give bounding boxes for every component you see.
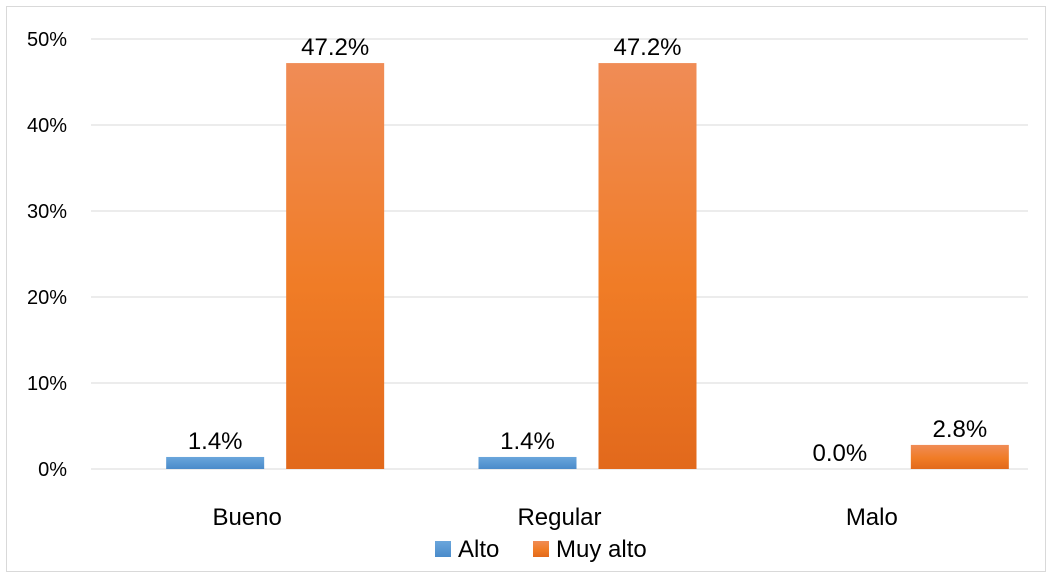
data-label: 47.2% — [613, 34, 681, 61]
x-tick-label: Regular — [517, 504, 601, 531]
x-tick-label: Bueno — [212, 504, 281, 531]
y-tick-label: 50% — [27, 29, 67, 51]
x-axis-tick-labels: Bueno Regular Malo — [212, 504, 897, 531]
data-label: 1.4% — [500, 428, 555, 455]
y-axis-tick-labels: 0% 10% 20% 30% 40% 50% — [27, 29, 67, 481]
bar-muy-alto-malo — [910, 444, 1009, 469]
chart-frame — [6, 6, 1046, 572]
legend-swatch-muy-alto — [533, 541, 549, 557]
y-tick-label: 0% — [38, 459, 67, 481]
bar-alto-bueno — [166, 456, 265, 469]
legend-label-muy-alto: Muy alto — [556, 536, 647, 563]
y-tick-label: 10% — [27, 373, 67, 395]
data-label: 1.4% — [188, 428, 243, 455]
data-labels: 1.4% 47.2% 1.4% 47.2% 0.0% 2.8% — [188, 34, 987, 467]
data-label: 2.8% — [932, 416, 987, 443]
y-tick-label: 30% — [27, 201, 67, 223]
legend-label-alto: Alto — [458, 536, 499, 563]
x-tick-label: Malo — [846, 504, 898, 531]
bar-alto-regular — [478, 456, 577, 469]
bar-muy-alto-regular — [598, 63, 697, 470]
y-tick-label: 40% — [27, 115, 67, 137]
bar-muy-alto-bueno — [286, 63, 385, 470]
bars — [166, 63, 1009, 470]
gridlines — [91, 38, 1028, 470]
y-tick-label: 20% — [27, 287, 67, 309]
legend: Alto Muy alto — [435, 536, 647, 563]
data-label: 0.0% — [812, 440, 867, 467]
legend-swatch-alto — [435, 541, 451, 557]
data-label: 47.2% — [301, 34, 369, 61]
